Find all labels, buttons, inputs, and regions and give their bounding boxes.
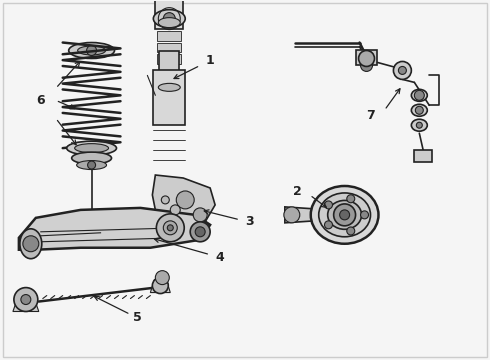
- Ellipse shape: [72, 152, 112, 164]
- Circle shape: [361, 211, 368, 219]
- Circle shape: [152, 278, 168, 293]
- Text: 3: 3: [245, 215, 254, 228]
- Circle shape: [87, 45, 97, 55]
- Circle shape: [416, 106, 423, 114]
- Ellipse shape: [412, 104, 427, 116]
- Circle shape: [155, 271, 169, 285]
- Circle shape: [176, 191, 194, 209]
- Bar: [159, 50, 179, 85]
- Bar: [415, 150, 432, 162]
- Circle shape: [171, 205, 180, 215]
- Text: 1: 1: [205, 54, 214, 67]
- Text: 5: 5: [133, 311, 142, 324]
- Bar: [356, 50, 377, 66]
- Ellipse shape: [77, 46, 105, 55]
- Circle shape: [163, 221, 177, 235]
- Circle shape: [156, 214, 184, 242]
- Circle shape: [347, 195, 355, 203]
- Bar: [157, 42, 181, 53]
- Circle shape: [88, 161, 96, 169]
- Ellipse shape: [412, 89, 427, 101]
- Ellipse shape: [74, 144, 108, 153]
- Polygon shape: [150, 280, 171, 293]
- Ellipse shape: [69, 42, 115, 58]
- Ellipse shape: [20, 229, 42, 259]
- Ellipse shape: [158, 84, 180, 91]
- Circle shape: [347, 227, 355, 235]
- Bar: [155, 0, 183, 28]
- Polygon shape: [19, 208, 210, 250]
- Ellipse shape: [76, 161, 106, 170]
- Text: 7: 7: [366, 109, 374, 122]
- Ellipse shape: [412, 119, 427, 131]
- Circle shape: [359, 50, 374, 67]
- Circle shape: [190, 222, 210, 242]
- Circle shape: [334, 204, 356, 226]
- Circle shape: [415, 90, 424, 100]
- Bar: [157, 31, 181, 41]
- Circle shape: [324, 221, 333, 229]
- Bar: [157, 54, 181, 64]
- Circle shape: [284, 207, 300, 223]
- Bar: [153, 71, 185, 125]
- Text: 6: 6: [36, 94, 45, 107]
- Circle shape: [193, 208, 207, 222]
- Text: 2: 2: [293, 185, 302, 198]
- Circle shape: [340, 210, 349, 220]
- Ellipse shape: [318, 193, 370, 237]
- Text: 4: 4: [215, 251, 224, 264]
- Circle shape: [195, 227, 205, 237]
- Ellipse shape: [153, 10, 185, 28]
- Ellipse shape: [328, 201, 362, 229]
- Circle shape: [361, 59, 372, 71]
- Circle shape: [398, 67, 406, 75]
- Circle shape: [324, 201, 333, 209]
- Circle shape: [167, 225, 173, 231]
- Ellipse shape: [67, 141, 117, 155]
- Circle shape: [416, 122, 422, 128]
- Polygon shape: [152, 175, 215, 228]
- Circle shape: [21, 294, 31, 305]
- Circle shape: [23, 236, 39, 252]
- Ellipse shape: [311, 186, 378, 244]
- Ellipse shape: [158, 18, 180, 28]
- Circle shape: [163, 13, 175, 24]
- Circle shape: [14, 288, 38, 311]
- Polygon shape: [13, 294, 39, 311]
- Circle shape: [161, 196, 169, 204]
- Polygon shape: [285, 207, 315, 223]
- Circle shape: [393, 62, 412, 80]
